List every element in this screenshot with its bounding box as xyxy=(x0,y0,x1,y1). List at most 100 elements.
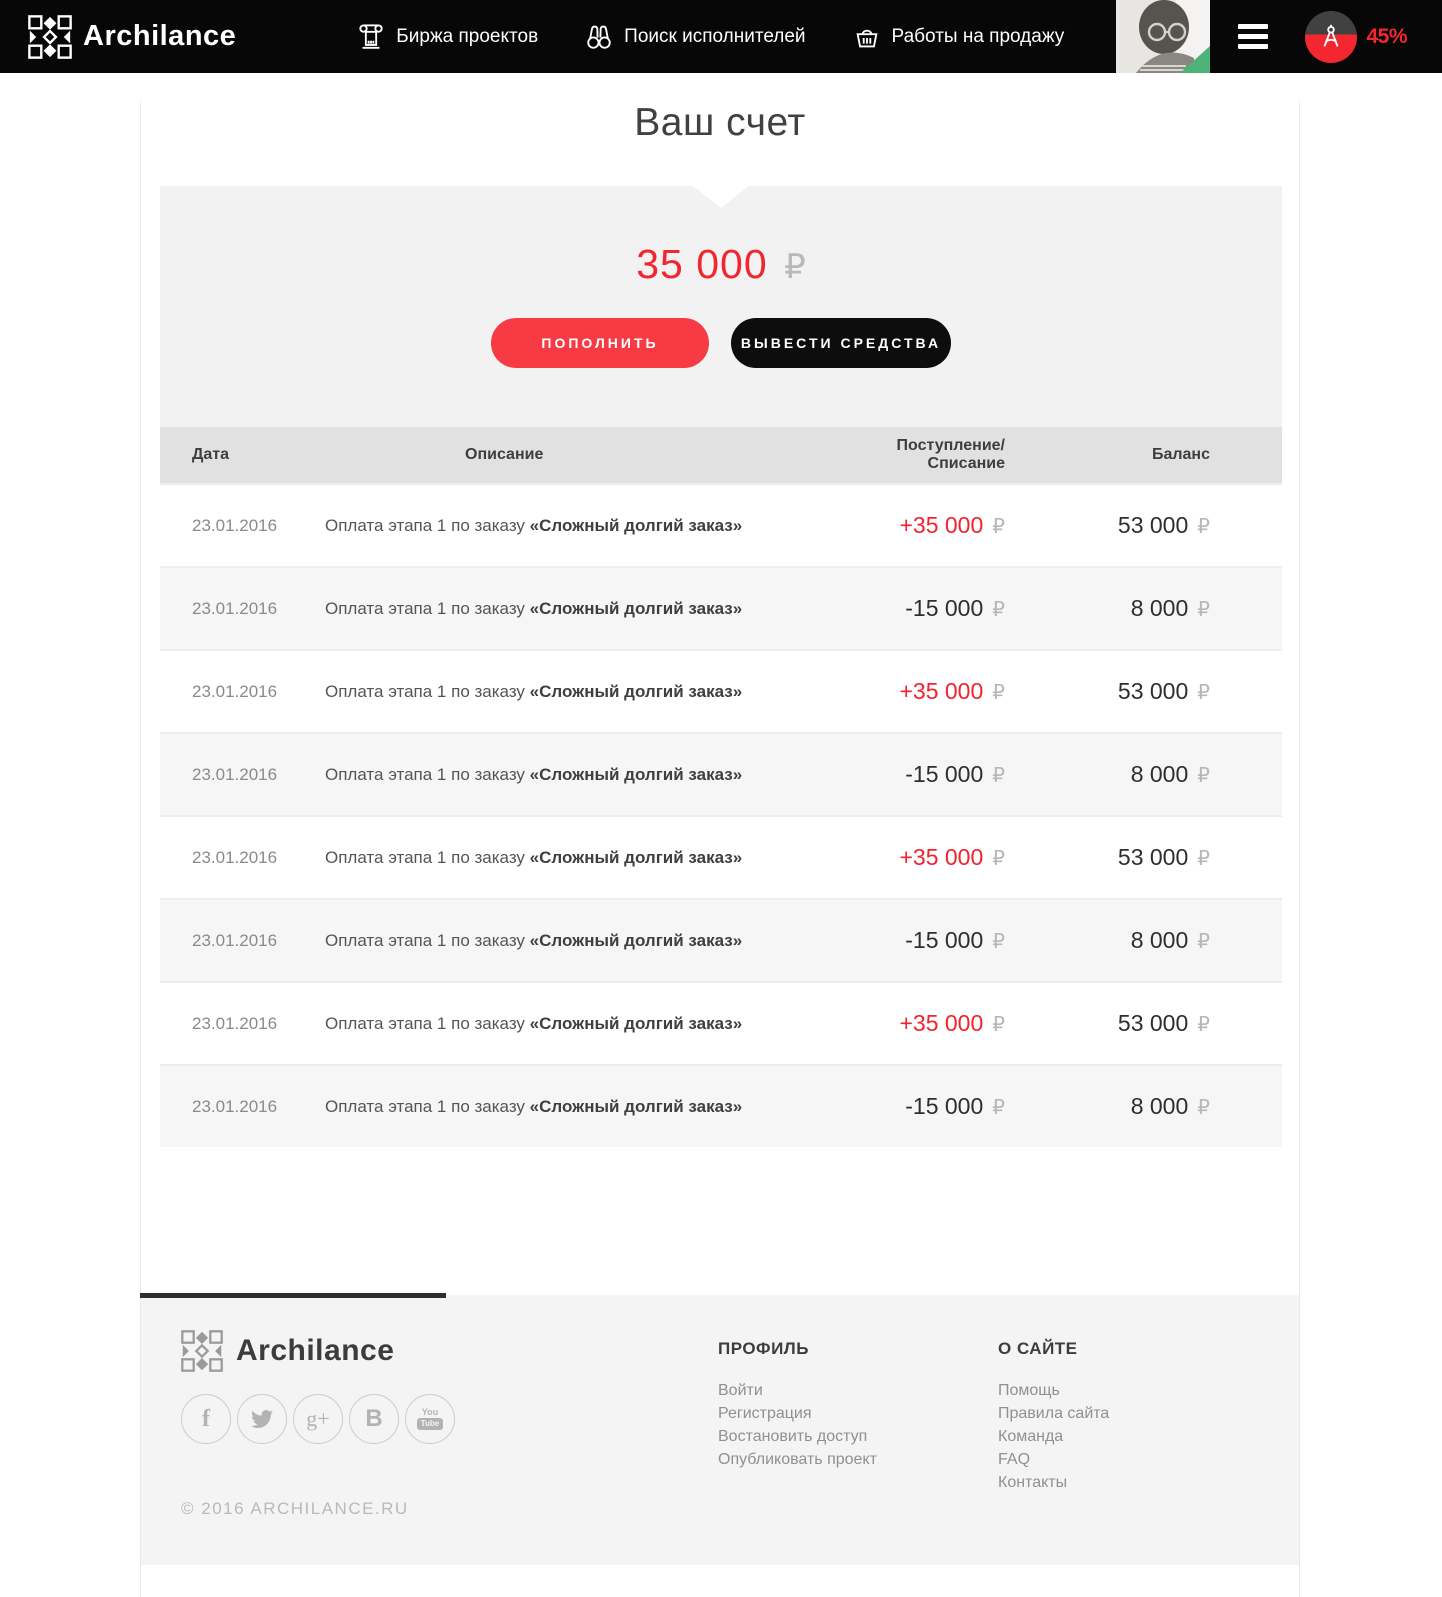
ruble-sign: ₽ xyxy=(992,682,1005,704)
table-row: 23.01.2016 Оплата этапа 1 по заказу «Сло… xyxy=(160,898,1282,981)
bottom-strip xyxy=(141,1565,1299,1597)
footer-link[interactable]: Опубликовать проект xyxy=(718,1451,877,1468)
topup-button[interactable]: ПОПОЛНИТЬ xyxy=(491,318,709,368)
col-header-date: Дата xyxy=(192,446,230,463)
transaction-balance: 8 000 ₽ xyxy=(1130,761,1210,787)
ruble-sign: ₽ xyxy=(1197,931,1210,953)
transaction-balance: 8 000 ₽ xyxy=(1130,1093,1210,1119)
nav-item-find-performers[interactable]: Поиск исполнителей xyxy=(584,22,806,52)
footer-accent-bar xyxy=(140,1293,446,1298)
youtube-icon[interactable]: You Tube xyxy=(405,1394,455,1444)
table-row: 23.01.2016 Оплата этапа 1 по заказу «Сло… xyxy=(160,649,1282,732)
footer-column-title: ПРОФИЛЬ xyxy=(718,1339,809,1358)
profile-progress-value: 45% xyxy=(1366,24,1407,48)
ruble-sign: ₽ xyxy=(992,1097,1005,1119)
menu-icon[interactable] xyxy=(1238,19,1269,54)
ruble-sign: ₽ xyxy=(1197,1014,1210,1036)
transaction-balance: 8 000 ₽ xyxy=(1130,595,1210,621)
transaction-amount: -15 000 ₽ xyxy=(905,1093,1005,1119)
transaction-description: Оплата этапа 1 по заказу «Сложный долгий… xyxy=(325,847,743,867)
footer-brand-link[interactable]: Archilance xyxy=(181,1330,718,1372)
transaction-description: Оплата этапа 1 по заказу «Сложный долгий… xyxy=(325,1096,743,1116)
table-row: 23.01.2016 Оплата этапа 1 по заказу «Сло… xyxy=(160,566,1282,649)
footer-link[interactable]: Контакты xyxy=(998,1474,1068,1491)
ruble-sign: ₽ xyxy=(992,931,1005,953)
behance-icon[interactable]: B xyxy=(349,1394,399,1444)
transaction-description: Оплата этапа 1 по заказу «Сложный долгий… xyxy=(325,930,743,950)
ruble-sign: ₽ xyxy=(992,516,1005,538)
balance-card: 35 000 ₽ ПОПОЛНИТЬ ВЫВЕСТИ СРЕДСТВА xyxy=(160,186,1282,427)
ruble-sign: ₽ xyxy=(992,765,1005,787)
table-row: 23.01.2016 Оплата этапа 1 по заказу «Сло… xyxy=(160,981,1282,1064)
footer-link[interactable]: FAQ xyxy=(998,1451,1031,1468)
transaction-date: 23.01.2016 xyxy=(192,764,278,784)
header-right: 45% xyxy=(1116,0,1407,73)
table-body: 23.01.2016 Оплата этапа 1 по заказу «Сло… xyxy=(160,483,1282,1147)
footer-column-about: О САЙТЕ Помощь Правила сайта Команда FAQ Кон… xyxy=(998,1330,1109,1565)
archilance-logo-icon xyxy=(28,14,72,59)
withdraw-button[interactable]: ВЫВЕСТИ СРЕДСТВА xyxy=(731,318,951,368)
nav-label: Поиск исполнителей xyxy=(624,25,806,47)
transaction-date: 23.01.2016 xyxy=(192,930,278,950)
footer-link[interactable]: Правила сайта xyxy=(998,1405,1110,1422)
transaction-description: Оплата этапа 1 по заказу «Сложный долгий… xyxy=(325,598,743,618)
transaction-amount: -15 000 ₽ xyxy=(905,595,1005,621)
profile-progress-circle[interactable] xyxy=(1305,10,1358,63)
footer-link[interactable]: Регистрация xyxy=(718,1405,812,1422)
transaction-amount: -15 000 ₽ xyxy=(905,761,1005,787)
transaction-balance: 53 000 ₽ xyxy=(1117,678,1210,704)
transaction-description: Оплата этапа 1 по заказу «Сложный долгий… xyxy=(325,1013,743,1033)
table-row: 23.01.2016 Оплата этапа 1 по заказу «Сло… xyxy=(160,815,1282,898)
balance: 35 000 ₽ xyxy=(160,186,1282,288)
nav-item-project-exchange[interactable]: Биржа проектов xyxy=(356,22,538,52)
avatar[interactable] xyxy=(1116,0,1211,73)
transaction-date: 23.01.2016 xyxy=(192,515,278,535)
nav-label: Биржа проектов xyxy=(396,25,539,47)
ruble-sign: ₽ xyxy=(1197,682,1210,704)
brand-name: Archilance xyxy=(83,20,237,52)
google-plus-icon[interactable]: g+ xyxy=(293,1394,343,1444)
main-nav: Биржа проектов Поиск исполнителей Рабо xyxy=(356,22,1064,52)
footer: Archilance f g+ B You Tube © 2016 ARCHILA… xyxy=(140,1293,1299,1565)
col-header-amount: Поступление/Списание xyxy=(896,437,1005,472)
compass-icon xyxy=(1324,24,1339,47)
brand-home-link[interactable]: Archilance xyxy=(28,14,237,59)
ruble-sign: ₽ xyxy=(992,848,1005,870)
page-title: Ваш счет xyxy=(634,101,806,144)
page-column: Ваш счет 35 000 ₽ ПОПОЛНИТЬ ВЫВЕСТИ СРЕД… xyxy=(140,101,1300,1597)
copyright: © 2016 ARCHILANCE.RU xyxy=(181,1499,409,1518)
ruble-sign: ₽ xyxy=(1197,848,1210,870)
facebook-icon[interactable]: f xyxy=(181,1394,231,1444)
basket-icon xyxy=(852,22,882,52)
footer-column-title: О САЙТЕ xyxy=(998,1339,1078,1358)
profile-progress: 45% xyxy=(1305,10,1407,63)
footer-brand-block: Archilance f g+ B You Tube © 2016 ARCHILA… xyxy=(181,1330,718,1565)
table-header-row: Дата Описание Поступление/Списание Балан… xyxy=(160,427,1282,483)
transaction-description: Оплата этапа 1 по заказу «Сложный долгий… xyxy=(325,764,743,784)
column-icon xyxy=(356,22,386,52)
nav-label: Работы на продажу xyxy=(891,25,1065,47)
balance-amount: 35 000 xyxy=(636,241,768,287)
balance-actions: ПОПОЛНИТЬ ВЫВЕСТИ СРЕДСТВА xyxy=(160,318,1282,368)
footer-column-profile: ПРОФИЛЬ Войти Регистрация Востановить дост… xyxy=(718,1330,998,1565)
transaction-balance: 53 000 ₽ xyxy=(1117,1010,1210,1036)
transaction-balance: 8 000 ₽ xyxy=(1130,927,1210,953)
transaction-date: 23.01.2016 xyxy=(192,681,278,701)
transaction-date: 23.01.2016 xyxy=(192,847,278,867)
nav-item-works-for-sale[interactable]: Работы на продажу xyxy=(852,22,1065,52)
transaction-date: 23.01.2016 xyxy=(192,1013,278,1033)
twitter-icon[interactable] xyxy=(237,1394,287,1444)
transaction-amount: +35 000 ₽ xyxy=(899,1010,1005,1036)
footer-link[interactable]: Войти xyxy=(718,1382,763,1399)
transactions-table: Дата Описание Поступление/Списание Балан… xyxy=(160,427,1282,1147)
footer-link[interactable]: Востановить доступ xyxy=(718,1428,868,1445)
transaction-balance: 53 000 ₽ xyxy=(1117,512,1210,538)
ruble-sign: ₽ xyxy=(992,599,1005,621)
footer-link[interactable]: Помощь xyxy=(998,1382,1060,1399)
order-name: «Сложный долгий заказ» xyxy=(529,681,743,701)
avatar-photo xyxy=(1116,0,1211,73)
transaction-balance: 53 000 ₽ xyxy=(1117,844,1210,870)
ruble-sign: ₽ xyxy=(1197,516,1210,538)
footer-link[interactable]: Команда xyxy=(998,1428,1064,1445)
social-links: f g+ B You Tube xyxy=(181,1394,718,1444)
